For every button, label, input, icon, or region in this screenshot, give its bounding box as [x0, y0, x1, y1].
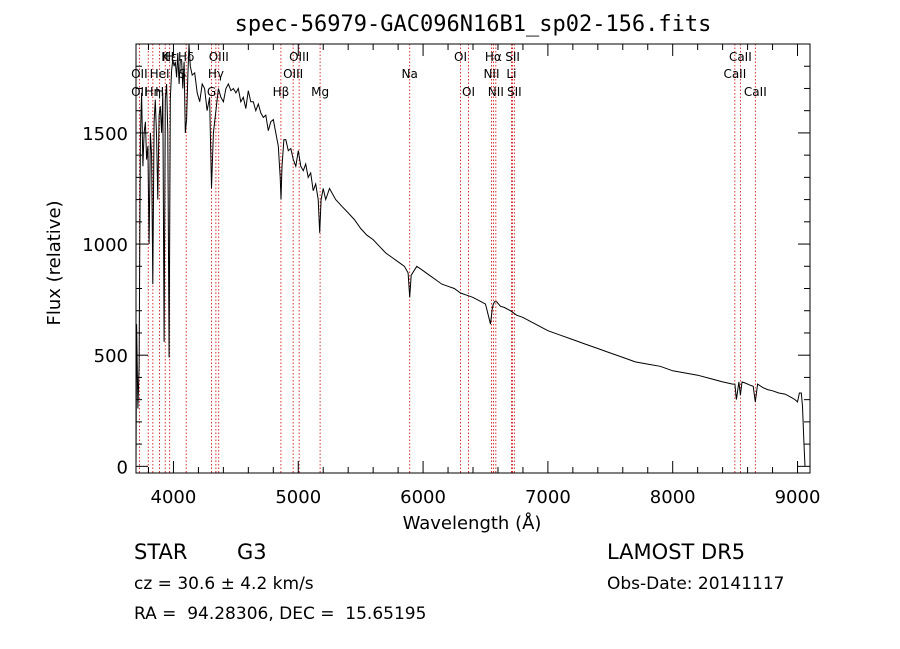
spectral-line-label: CaII [723, 67, 746, 81]
x-tick-label: 4000 [151, 487, 197, 508]
spectral-line-label: SII [505, 50, 520, 64]
spectral-line-label: Na [402, 67, 418, 81]
spectral-line-label: Mg [311, 85, 329, 99]
y-tick-label: 0 [117, 457, 128, 478]
spectral-line-label: OI [454, 50, 467, 64]
spectrum-line [135, 43, 806, 467]
spectral-line-label: OII [131, 67, 148, 81]
spectral-line-label: G [207, 85, 216, 99]
chart-title: spec-56979-GAC096N16B1_sp02-156.fits [235, 12, 712, 37]
spectral-line-label: CaII [744, 85, 767, 99]
spectral-line-label: NII [488, 85, 504, 99]
y-tick-label: 500 [94, 346, 128, 367]
y-axis: 0 500 1000 1500 [82, 65, 810, 478]
x-axis-label: Wavelength (Å) [403, 512, 542, 534]
subclass: G3 [237, 540, 267, 564]
spectral-line-label: Hη [145, 85, 162, 99]
redshift-value: cz = 30.6 ± 4.2 km/s [134, 574, 314, 594]
spectral-line-label: Hγ [208, 67, 224, 81]
spectral-line-label: H [155, 85, 164, 99]
object-type: STAR [134, 540, 188, 564]
spectral-line-label: Li [506, 67, 516, 81]
spectral-line-label: OI [462, 85, 475, 99]
x-tick-label: 8000 [650, 487, 696, 508]
spectral-line-label: CaII [729, 50, 752, 64]
spectral-line-markers [138, 44, 756, 473]
spectral-line-label: OIII [283, 67, 303, 81]
spectral-line-label: Hα [485, 50, 502, 64]
coordinates: RA = 94.28306, DEC = 15.65195 [134, 604, 427, 624]
y-tick-label: 1500 [82, 124, 128, 145]
spectral-line-label: NII [483, 67, 499, 81]
observation-date: Obs-Date: 20141117 [607, 574, 785, 594]
x-axis: 4000 5000 6000 7000 8000 9000 [147, 44, 821, 508]
y-tick-label: 1000 [82, 235, 128, 256]
x-tick-label: 6000 [400, 487, 446, 508]
spectral-line-label: OIII [209, 50, 229, 64]
spectral-line-label: H [165, 50, 174, 64]
spectral-line-label: Hβ [273, 85, 290, 99]
x-tick-label: 7000 [525, 487, 571, 508]
y-axis-label: Flux (relative) [44, 200, 65, 325]
spectral-line-label: HeI [150, 67, 170, 81]
survey-name: LAMOST DR5 [607, 540, 746, 564]
spectral-line-label: K [161, 50, 170, 64]
spectral-line-label: SII [507, 85, 522, 99]
spectral-line-label: OIII [289, 50, 309, 64]
x-tick-label: 5000 [275, 487, 321, 508]
spectral-line-label: OII [131, 85, 148, 99]
x-tick-label: 9000 [775, 487, 821, 508]
